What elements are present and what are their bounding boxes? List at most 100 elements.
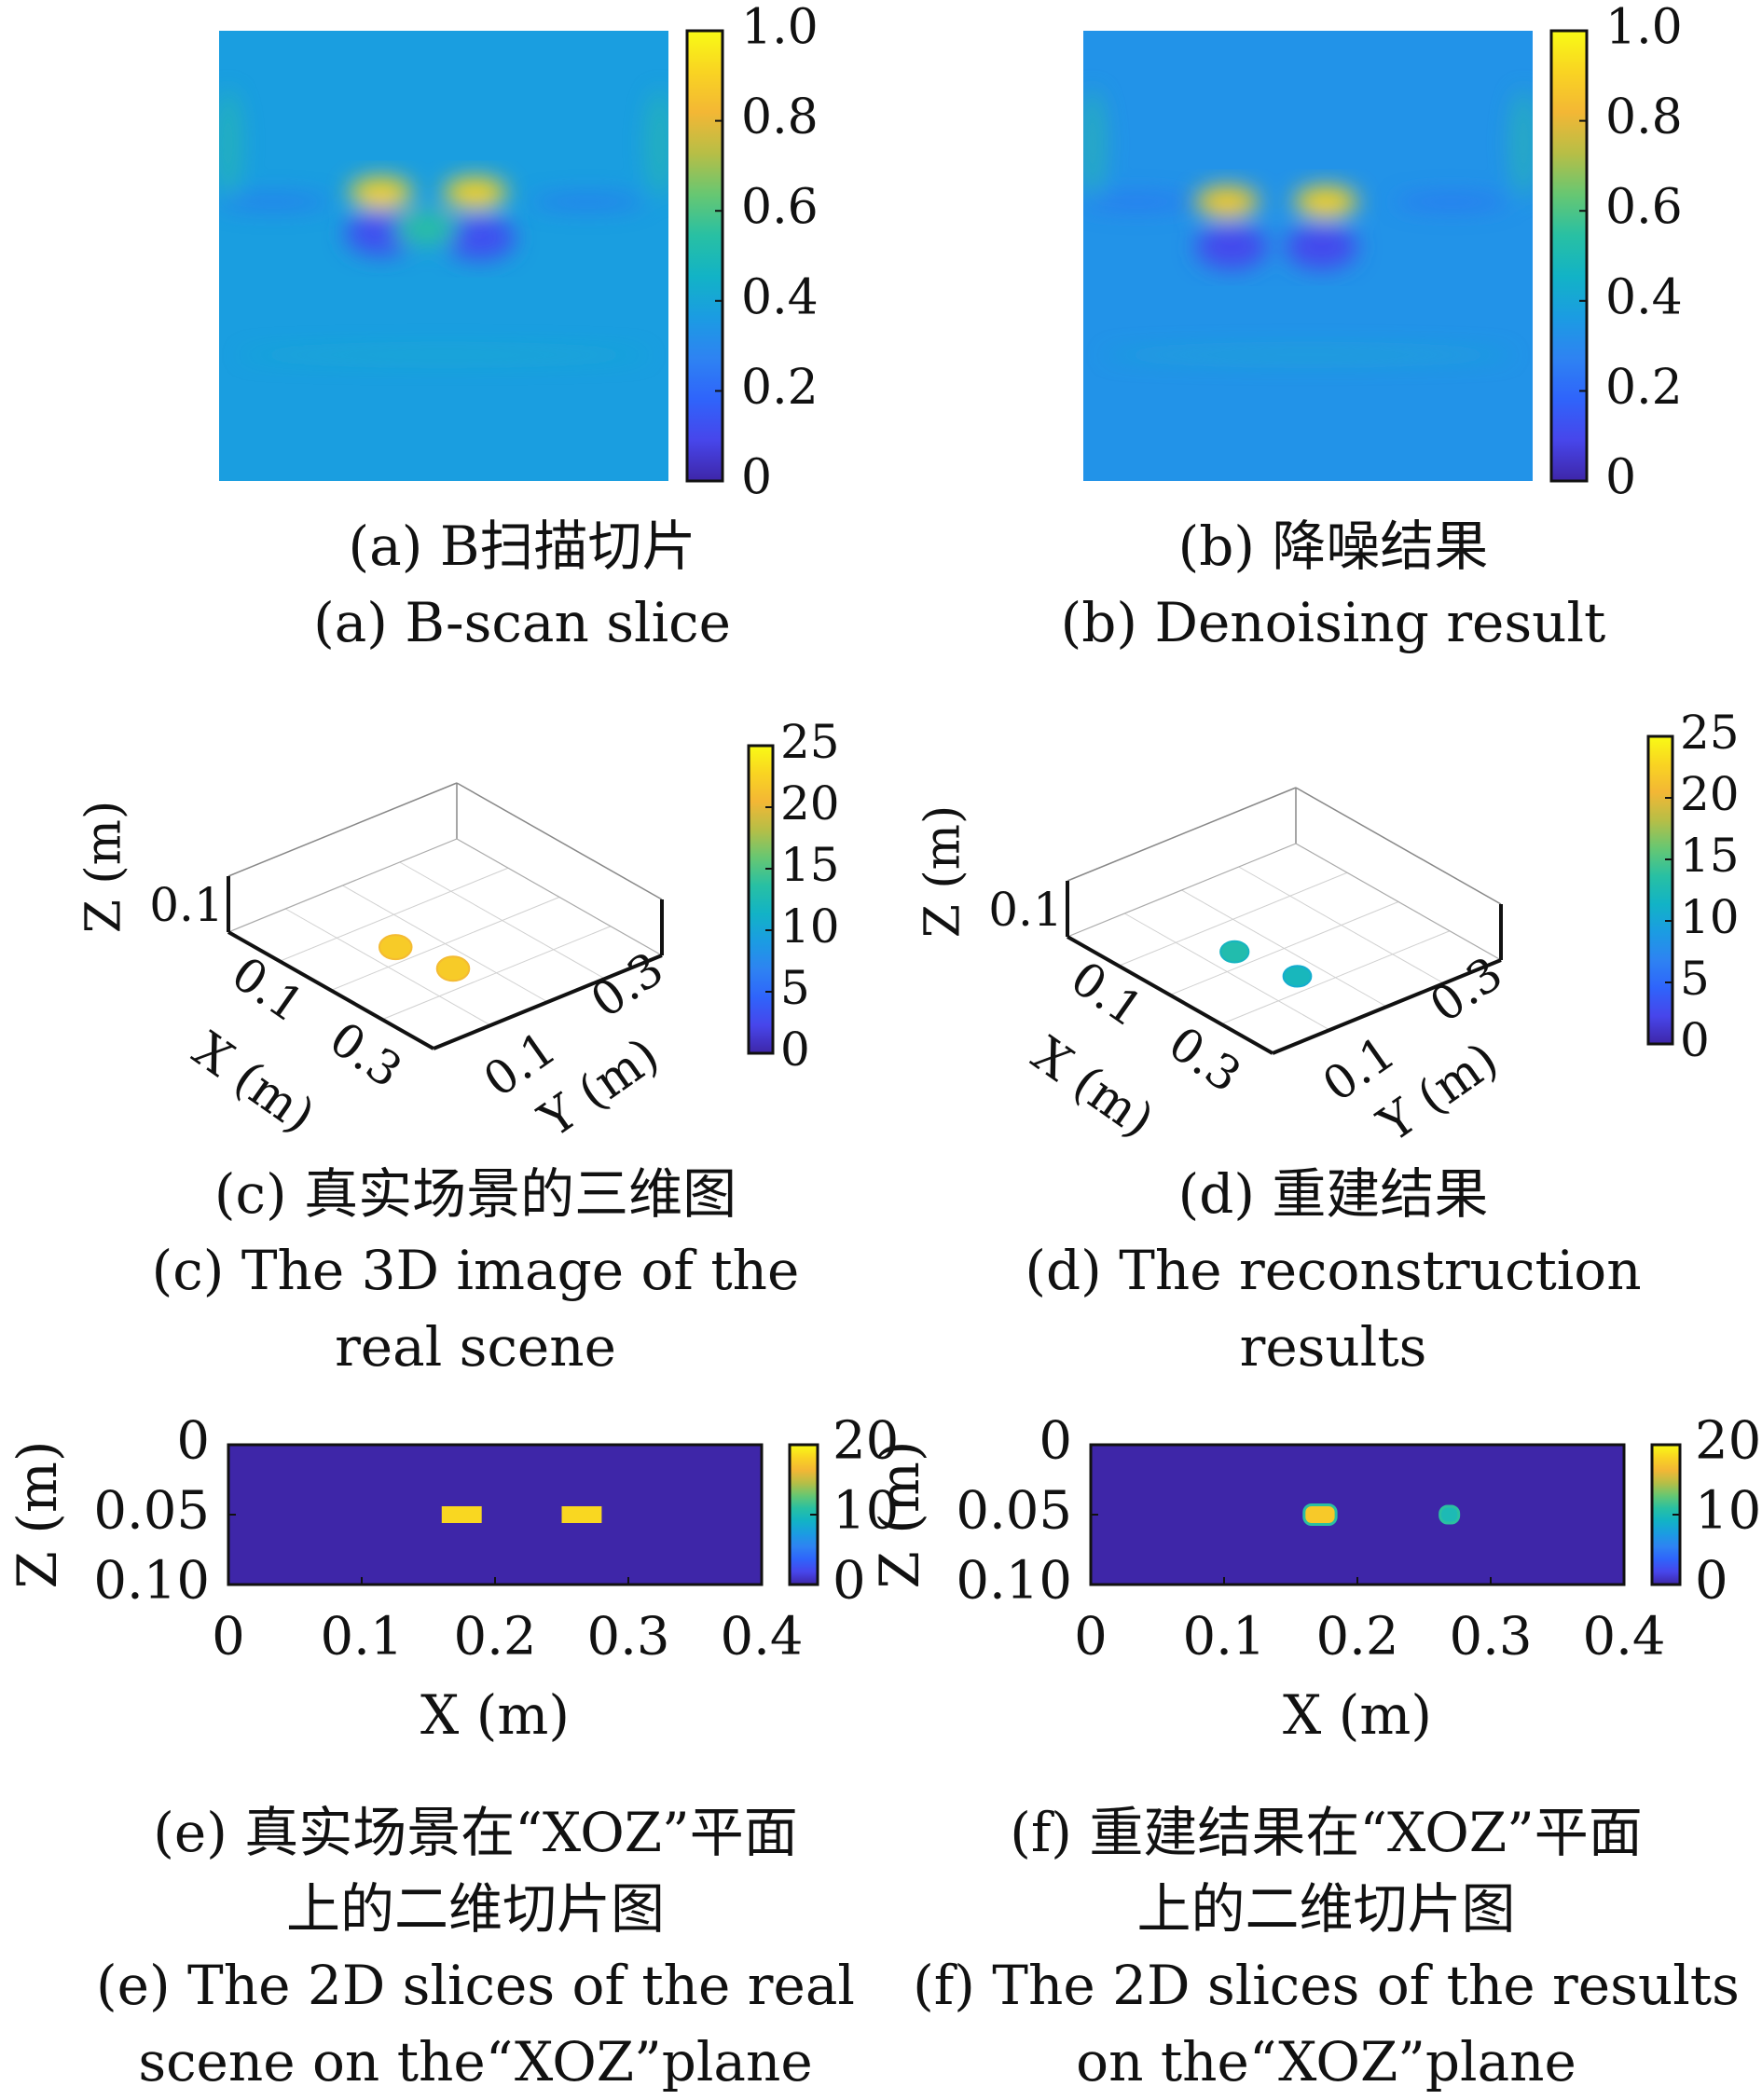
colorbar-tick-label: 0 [780, 1023, 810, 1077]
heatmap-peak [393, 213, 458, 245]
colorbar-tick-label: 10 [780, 899, 840, 954]
heatmap-peak [1294, 185, 1358, 218]
x-tick-label: 0.2 [453, 1607, 536, 1668]
z-tick-label: 0.1 [149, 878, 224, 932]
colorbar-tick-label: 5 [780, 961, 810, 1015]
caption-f-zh-1: (f) 重建结果在“XOZ”平面 [1010, 1801, 1643, 1864]
colorbar-tick-label: 0 [1605, 450, 1636, 506]
heatmap-trough [1195, 224, 1268, 269]
colorbar-tick-label: 0.8 [741, 89, 819, 145]
colorbar-tick-label: 0 [741, 450, 772, 506]
colorbar-tick-label: 20 [780, 776, 840, 830]
axis-box-edge [456, 782, 663, 900]
colorbar-tick-label: 5 [1680, 952, 1710, 1006]
y-axis-label: Z (m) [868, 1441, 931, 1589]
colorbar-tick-label: 0 [1695, 1551, 1728, 1612]
slice-blob [561, 1506, 602, 1523]
x-tick-label: 0.3 [1449, 1607, 1532, 1668]
colorbar-tick-label: 1.0 [741, 0, 819, 56]
caption-c: (c) 真实场景的三维图 (c) The 3D image of the rea… [103, 1156, 848, 1385]
caption-e-en-2: scene on the“XOZ”plane [138, 2030, 813, 2093]
caption-e-en-1: (e) The 2D slices of the real [96, 1954, 855, 2017]
caption-f-en-2: on the“XOZ”plane [1076, 2030, 1576, 2093]
caption-d-en-1: (d) The reconstruction [1025, 1239, 1642, 1302]
caption-c-en-2: real scene [335, 1315, 616, 1379]
x-tick-label: 0.3 [320, 1011, 411, 1098]
y-tick-label: 0 [1039, 1411, 1072, 1472]
z-tick-label: 0.1 [988, 883, 1063, 937]
heatmap-band [1083, 89, 1107, 198]
y-axis-line [433, 954, 663, 1050]
z-axis-label: Z (m) [76, 801, 132, 934]
heatmap-band [237, 348, 651, 363]
y-axis-line [1272, 958, 1502, 1055]
scatter3d-point [1219, 940, 1250, 964]
colorbar-tick-label: 10 [833, 1481, 899, 1542]
y-tick-label: 0.05 [956, 1481, 1072, 1542]
axis-box-edge [1295, 787, 1502, 905]
caption-a-zh: (a) B扫描切片 [348, 515, 696, 578]
heatmap-band [1101, 348, 1515, 363]
x-tick-label: 0.1 [1061, 951, 1152, 1037]
axis-box-edge [456, 838, 663, 956]
x-axis-line [227, 930, 434, 1050]
grid-line [381, 926, 612, 1021]
caption-f-zh-2: 上的二维切片图 [1136, 1877, 1516, 1941]
colorbar-tick-label: 1.0 [1605, 0, 1683, 56]
x-tick-label: 0.2 [1315, 1607, 1398, 1668]
caption-b: (b) 降噪结果 (b) Denoising result [988, 508, 1678, 661]
caption-e-zh-2: 上的二维切片图 [285, 1877, 665, 1941]
caption-f-en-1: (f) The 2D slices of the results [913, 1954, 1740, 2017]
x-tick-label: 0.1 [222, 946, 313, 1033]
scatter3d-point [435, 955, 471, 982]
y-axis-label: Z (m) [6, 1441, 69, 1589]
colorbar-c [747, 744, 775, 1055]
caption-d: (d) 重建结果 (d) The reconstruction results [960, 1156, 1706, 1385]
grid-line [399, 861, 605, 980]
heatmap-band [529, 192, 646, 212]
colorbar-tick-label: 0.6 [741, 180, 819, 236]
colorbar-tick-label: 0.4 [1605, 269, 1683, 325]
colorbar-tick-label: 0.2 [741, 360, 819, 416]
heatmap-trough [1285, 224, 1358, 269]
grid-line [342, 885, 548, 1003]
caption-e-zh-1: (e) 真实场景在“XOZ”平面 [153, 1801, 798, 1864]
caption-e: (e) 真实场景在“XOZ”平面 上的二维切片图 (e) The 2D slic… [37, 1794, 914, 2100]
axis-box-edge [1067, 787, 1297, 882]
caption-f: (f) 重建结果在“XOZ”平面 上的二维切片图 (f) The 2D slic… [895, 1794, 1757, 2100]
slice-f-background [1091, 1445, 1624, 1585]
x-axis-label: X (m) [420, 1683, 570, 1747]
colorbar-tick-label: 25 [780, 715, 840, 769]
heatmap-band [219, 89, 242, 198]
axis-box-edge [1067, 843, 1297, 938]
colorbar-tick-label: 0.6 [1605, 180, 1683, 236]
caption-d-en-2: results [1239, 1315, 1427, 1379]
colorbar-tick-label: 10 [1680, 890, 1740, 944]
heatmap-peak [1195, 185, 1259, 218]
scatter3d-point [378, 934, 413, 961]
x-tick-label: 0.1 [1182, 1607, 1265, 1668]
colorbar-tick-label: 15 [780, 838, 840, 892]
heatmap-peak [444, 176, 507, 209]
heatmap-a-features [219, 89, 668, 363]
y-tick-label: 0.05 [93, 1481, 210, 1542]
x-tick-label: 0.4 [720, 1607, 803, 1668]
colorbar-tick-label: 20 [833, 1411, 899, 1472]
heatmap-band [1393, 192, 1510, 212]
y-tick-label: 0 [176, 1411, 210, 1472]
x-axis-label: X (m) [1283, 1683, 1432, 1747]
caption-b-zh: (b) 降噪结果 [1177, 515, 1489, 578]
colorbar-d [1646, 734, 1674, 1046]
grid-line [1181, 889, 1387, 1008]
colorbar-b [1549, 29, 1589, 483]
colorbar-tick-label: 0.8 [1605, 89, 1683, 145]
colorbar-tick-label: 20 [1695, 1411, 1761, 1472]
heatmap-peak [349, 176, 413, 209]
heatmap-a-background [219, 31, 668, 481]
y-tick-label: 0.10 [956, 1551, 1072, 1612]
heatmap-band [219, 192, 332, 212]
colorbar-tick-label: 25 [1680, 706, 1740, 760]
x-axis-label: X (m) [183, 1022, 324, 1144]
caption-a: (a) B扫描切片 (a) B-scan slice [186, 508, 858, 661]
